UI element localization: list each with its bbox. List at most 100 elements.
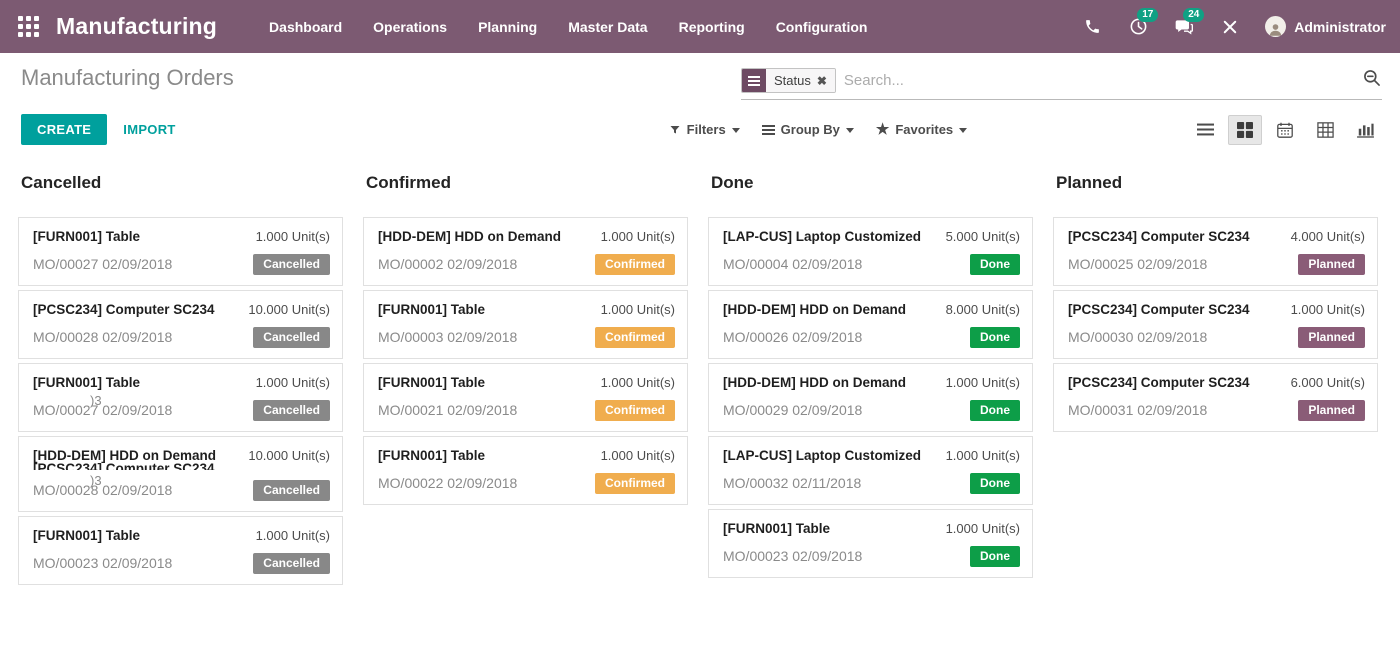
kanban-card[interactable]: [HDD-DEM] HDD on Demand 1.000 Unit(s) MO… xyxy=(708,363,1033,432)
tools-icon[interactable] xyxy=(1219,16,1241,38)
card-quantity: 5.000 Unit(s) xyxy=(945,229,1020,244)
kanban-card[interactable]: [LAP-CUS] Laptop Customized 5.000 Unit(s… xyxy=(708,217,1033,286)
card-product-name: [FURN001] Table xyxy=(723,521,831,536)
group-by-facet-icon xyxy=(742,69,766,92)
search-magnifier-icon[interactable] xyxy=(1362,68,1382,93)
card-status-badge: Confirmed xyxy=(595,327,675,348)
chevron-down-icon xyxy=(959,128,968,133)
card-quantity: 1.000 Unit(s) xyxy=(255,229,330,244)
card-quantity: 1.000 Unit(s) xyxy=(255,375,330,390)
facet-remove-icon[interactable]: ✖ xyxy=(816,73,827,88)
kanban-column-title[interactable]: Cancelled xyxy=(21,173,102,192)
kanban-column-title[interactable]: Planned xyxy=(1056,173,1123,192)
search-input[interactable] xyxy=(843,72,1354,89)
card-reference: MO/00023 02/09/2018 xyxy=(33,554,173,571)
menu-planning[interactable]: Planning xyxy=(478,18,538,35)
app-title[interactable]: Manufacturing xyxy=(56,13,218,39)
kanban-column: Done [LAP-CUS] Laptop Customized 5.000 U… xyxy=(708,173,1053,589)
card-status-badge: Done xyxy=(970,254,1020,275)
card-product-name: [FURN001] Table xyxy=(33,229,141,244)
phone-icon[interactable] xyxy=(1081,16,1103,38)
activity-count-badge: 17 xyxy=(1137,7,1159,22)
activities-clock-icon[interactable]: 17 xyxy=(1127,7,1159,38)
card-reference: MO/00032 02/11/2018 xyxy=(723,474,862,491)
card-reference: MO/00003 02/09/2018 xyxy=(378,328,518,345)
favorites-dropdown[interactable]: ★ Favorites xyxy=(875,121,968,138)
main-menu: Dashboard Operations Planning Master Dat… xyxy=(267,13,869,41)
card-product-name: [PCSC234] Computer SC234 xyxy=(1068,302,1250,317)
kanban-card[interactable]: [PCSC234] Computer SC234 10.000 Unit(s) … xyxy=(18,290,343,359)
card-status-badge: Cancelled xyxy=(253,254,330,275)
top-navbar: Manufacturing Dashboard Operations Plann… xyxy=(0,0,1400,53)
kanban-card[interactable]: [HDD-DEM] HDD on Demand 10.000 Unit(s) [… xyxy=(18,436,343,512)
kanban-card[interactable]: [FURN001] Table 1.000 Unit(s) MO/00003 0… xyxy=(363,290,688,359)
menu-master-data[interactable]: Master Data xyxy=(568,18,648,35)
create-button[interactable]: CREATE xyxy=(21,114,108,145)
kanban-card[interactable]: [FURN001] Table 1.000 Unit(s) MO/00022 0… xyxy=(363,436,688,505)
card-status-badge: Cancelled xyxy=(253,327,330,348)
star-icon: ★ xyxy=(875,121,890,138)
card-status-badge: Confirmed xyxy=(595,254,675,275)
card-reference: MO/00021 02/09/2018 xyxy=(378,401,518,418)
user-menu[interactable]: Administrator xyxy=(1265,16,1386,37)
search-bar[interactable]: Status ✖ xyxy=(741,68,1382,100)
filter-toolbar: Filters Group By ★ Favorites xyxy=(669,122,968,137)
kanban-column: Planned [PCSC234] Computer SC234 4.000 U… xyxy=(1053,173,1398,589)
menu-dashboard[interactable]: Dashboard xyxy=(269,18,343,35)
card-reference: MO/00023 02/09/2018 xyxy=(723,547,863,564)
card-product-name: [PCSC234] Computer SC234 xyxy=(33,302,215,317)
card-quantity: 1.000 Unit(s) xyxy=(600,302,675,317)
view-list-button[interactable] xyxy=(1188,115,1222,145)
card-status-badge: Planned xyxy=(1298,254,1365,275)
group-by-icon xyxy=(761,124,775,135)
messages-icon[interactable]: 24 xyxy=(1173,7,1205,38)
chevron-down-icon xyxy=(731,128,740,133)
card-quantity: 1.000 Unit(s) xyxy=(1290,302,1365,317)
menu-configuration[interactable]: Configuration xyxy=(775,18,868,35)
card-product-name: [HDD-DEM] HDD on Demand xyxy=(33,448,216,463)
kanban-column-title[interactable]: Confirmed xyxy=(366,173,451,192)
card-status-badge: Confirmed xyxy=(595,473,675,494)
view-calendar-button[interactable] xyxy=(1268,115,1302,145)
group-by-dropdown[interactable]: Group By xyxy=(761,122,854,137)
kanban-board: Cancelled [FURN001] Table 1.000 Unit(s) … xyxy=(0,145,1400,589)
card-status-badge: Planned xyxy=(1298,400,1365,421)
apps-menu-icon[interactable] xyxy=(18,15,40,38)
card-status-badge: Confirmed xyxy=(595,400,675,421)
view-kanban-button[interactable] xyxy=(1228,114,1262,145)
control-panel: Manufacturing Orders Status ✖ xyxy=(0,53,1400,100)
chevron-down-icon xyxy=(845,128,854,133)
filters-dropdown[interactable]: Filters xyxy=(669,122,740,137)
card-reference: MO/00027 02/09/2018 xyxy=(33,401,173,418)
kanban-card[interactable]: [FURN001] Table 1.000 Unit(s) MO/00027 0… xyxy=(18,363,343,432)
kanban-card[interactable]: [FURN001] Table 1.000 Unit(s) MO/00023 0… xyxy=(708,509,1033,578)
menu-operations[interactable]: Operations xyxy=(373,18,448,35)
card-reference: MO/00027 02/09/2018 xyxy=(33,255,173,272)
kanban-column-title[interactable]: Done xyxy=(711,173,754,192)
card-quantity: 4.000 Unit(s) xyxy=(1290,229,1365,244)
search-facet-status[interactable]: Status ✖ xyxy=(741,68,836,93)
card-status-badge: Planned xyxy=(1298,327,1365,348)
card-quantity: 1.000 Unit(s) xyxy=(945,448,1020,463)
card-reference: MO/00030 02/09/2018 xyxy=(1068,328,1208,345)
view-pivot-button[interactable] xyxy=(1308,115,1342,145)
kanban-card[interactable]: [HDD-DEM] HDD on Demand 1.000 Unit(s) MO… xyxy=(363,217,688,286)
kanban-card[interactable]: [PCSC234] Computer SC234 1.000 Unit(s) M… xyxy=(1053,290,1378,359)
facet-label-text: Status xyxy=(774,73,811,88)
kanban-card[interactable]: [FURN001] Table 1.000 Unit(s) MO/00021 0… xyxy=(363,363,688,432)
card-reference: MO/00028 02/09/2018 xyxy=(33,481,173,498)
menu-reporting[interactable]: Reporting xyxy=(678,18,745,35)
kanban-card[interactable]: [FURN001] Table 1.000 Unit(s) MO/00023 0… xyxy=(18,516,343,585)
kanban-card[interactable]: [HDD-DEM] HDD on Demand 8.000 Unit(s) MO… xyxy=(708,290,1033,359)
card-reference: MO/00004 02/09/2018 xyxy=(723,255,863,272)
kanban-card[interactable]: [LAP-CUS] Laptop Customized 1.000 Unit(s… xyxy=(708,436,1033,505)
kanban-card[interactable]: [PCSC234] Computer SC234 6.000 Unit(s) M… xyxy=(1053,363,1378,432)
kanban-card[interactable]: [FURN001] Table 1.000 Unit(s) MO/00027 0… xyxy=(18,217,343,286)
card-product-name: [LAP-CUS] Laptop Customized xyxy=(723,229,921,244)
card-status-badge: Done xyxy=(970,546,1020,567)
user-name: Administrator xyxy=(1294,18,1386,35)
card-glitch-fragment: )3 xyxy=(90,472,102,488)
kanban-card[interactable]: [PCSC234] Computer SC234 4.000 Unit(s) M… xyxy=(1053,217,1378,286)
import-button[interactable]: IMPORT xyxy=(123,122,176,137)
view-graph-button[interactable] xyxy=(1348,115,1382,145)
